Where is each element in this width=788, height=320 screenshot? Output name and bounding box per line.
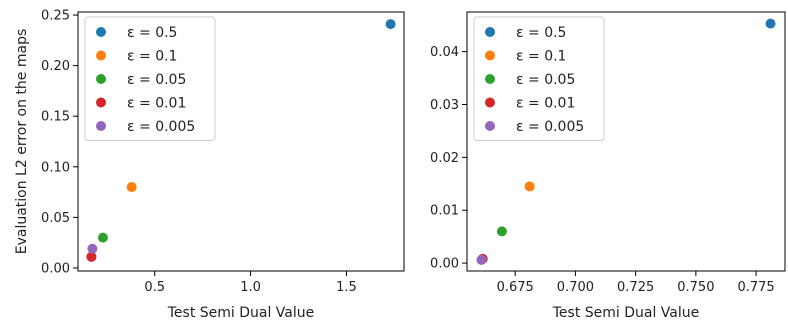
left-legend-marker [96,97,106,108]
right-y-tick-label: 0.04 [430,45,459,60]
right-x-tick-label: 0.725 [617,280,654,295]
right-legend-label: ε = 0.005 [516,119,584,135]
left-data-points [86,19,396,262]
right-x-tick-label: 0.775 [737,280,774,295]
left-data-point [86,251,97,262]
right-data-point [765,18,776,29]
left-x-tick-label: 1.0 [240,280,261,295]
left-y-axis-label: Evaluation L2 error on the maps [14,29,30,255]
left-legend-label: ε = 0.005 [127,119,195,135]
left-data-point [385,19,396,30]
left-legend-label: ε = 0.05 [127,72,186,88]
right-data-points [476,18,776,265]
left-y-tick-label: 0.00 [41,261,70,276]
left-legend-label: ε = 0.1 [127,49,177,65]
right-legend-marker [485,121,495,131]
right-y-tick-label: 0.01 [430,204,459,219]
right-legend-label: ε = 0.5 [516,25,566,41]
left-chart-panel: 0.5 1.0 1.5 0.00 0.05 0.10 0.15 0.20 0.25 Test … [14,9,405,320]
left-data-point [97,232,108,243]
right-y-tick-label: 0.00 [430,257,459,272]
right-y-tick-label: 0.02 [430,151,459,166]
right-x-tick-label: 0.700 [557,280,594,295]
left-y-ticks: 0.00 0.05 0.10 0.15 0.20 0.25 [41,9,78,276]
left-y-tick-label: 0.20 [41,59,70,74]
left-legend-marker [96,27,106,37]
left-x-tick-label: 0.5 [144,280,165,295]
right-legend-label: ε = 0.01 [516,96,575,112]
right-legend-box [473,16,605,141]
left-x-ticks: 0.5 1.0 1.5 [144,271,357,295]
left-legend-box [84,16,216,141]
right-y-ticks: 0.00 0.01 0.02 0.03 0.04 [430,45,467,272]
right-y-tick-label: 0.03 [430,98,459,113]
right-x-tick-label: 0.750 [677,280,714,295]
right-legend-marker [485,50,495,61]
left-legend-label: ε = 0.01 [127,96,186,112]
right-x-ticks: 0.675 0.700 0.725 0.750 0.775 [497,271,775,295]
right-data-point [476,254,487,265]
left-data-point [126,182,137,193]
left-plot-frame [77,11,405,272]
left-x-tick-label: 1.5 [336,280,357,295]
left-legend: ε = 0.5 ε = 0.1 ε = 0.05 ε = 0.01 ε = 0.005 [84,16,216,141]
left-legend-marker [96,50,106,61]
left-y-tick-label: 0.15 [41,110,70,125]
right-legend-marker [485,27,495,37]
left-legend-marker [96,74,106,84]
right-data-point [524,181,535,192]
left-data-point [87,243,98,254]
left-y-tick-label: 0.05 [41,211,70,226]
right-data-point [496,226,507,237]
left-legend-label: ε = 0.5 [127,25,177,41]
right-x-axis-label: Test Semi Dual Value [552,305,700,320]
right-legend-label: ε = 0.1 [516,49,566,65]
left-x-axis-label: Test Semi Dual Value [167,305,315,320]
left-legend-marker [96,121,106,131]
right-legend-label: ε = 0.05 [516,72,575,88]
right-legend-marker [485,74,495,84]
right-chart-panel: 0.675 0.700 0.725 0.750 0.775 0.000.010.020.… [430,11,786,320]
left-y-tick-label: 0.25 [41,9,70,24]
right-x-tick-label: 0.675 [497,280,534,295]
right-legend: ε = 0.5 ε = 0.1 ε = 0.05 ε = 0.01 ε = 0.005 [473,16,605,141]
left-y-tick-label: 0.10 [41,160,70,175]
right-legend-marker [485,97,495,108]
right-plot-frame [466,11,786,272]
